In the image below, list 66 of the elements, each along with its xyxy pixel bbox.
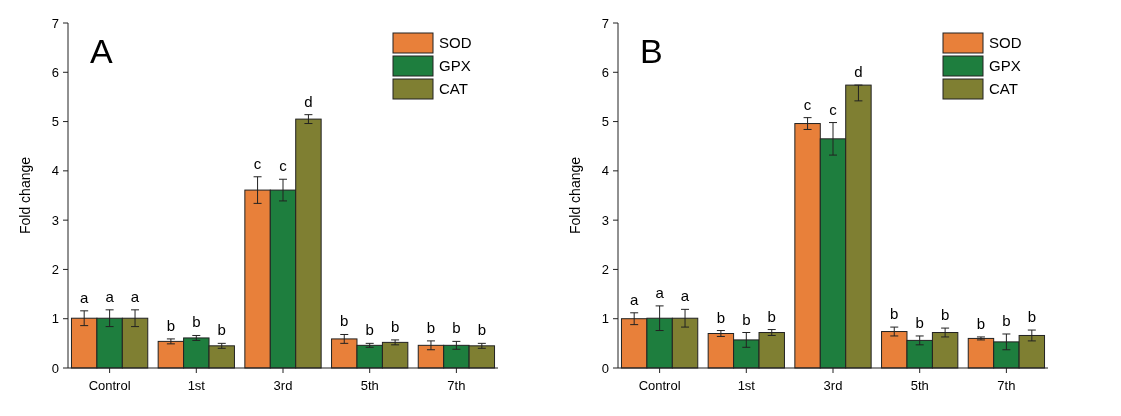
y-tick-label: 0 [601,360,609,376]
annotation: a [130,287,140,305]
annotation: a [630,290,640,308]
legend-label: GPX [439,57,471,74]
x-tick-label: 7th [997,378,1016,393]
y-axis-title: Fold change [17,156,33,235]
annotation: a [105,287,115,305]
annotation: b [192,313,201,331]
y-tick-label: 7 [51,15,59,31]
annotation: b [890,305,899,323]
annotation: b [452,319,461,337]
x-tick-label: 1st [187,378,206,393]
annotation: a [80,288,90,306]
legend-label: SOD [439,34,472,51]
annotation: c [803,95,812,113]
x-tick-label: 1st [737,378,756,393]
annotation: b [716,308,726,326]
x-tick-label: Control [88,378,131,393]
legend-label: CAT [989,80,1018,97]
x-tick-label: 7th [447,378,466,393]
annotation: b [976,314,986,332]
y-tick-label: 0 [51,360,59,376]
y-axis-title: Fold change [567,156,583,235]
x-tick-label: 5th [910,378,929,393]
annotation: a [680,287,690,305]
annotation: a [655,283,665,301]
y-tick-label: 5 [601,114,609,130]
y-tick-label: 3 [51,212,59,228]
legend-label: CAT [439,80,468,97]
annotation: b [390,317,400,335]
y-tick-label: 2 [601,261,609,277]
annotation: c [829,100,838,118]
y-tick-label: 5 [51,114,59,130]
annotation: b [340,312,349,330]
annotation: b [477,321,486,339]
annotation: b [940,306,950,324]
y-tick-label: 2 [51,261,59,277]
y-tick-label: 6 [601,64,609,80]
annotation: c [253,154,262,172]
y-tick-label: 1 [51,311,59,327]
chart-title: B [640,32,663,70]
annotation: b [1002,311,1011,329]
y-tick-label: 1 [601,311,609,327]
y-tick-label: 6 [51,64,59,80]
annotation: b [217,321,226,339]
y-tick-label: 4 [51,163,59,179]
y-tick-label: 7 [601,15,609,31]
annotation: b [1027,308,1036,326]
annotation: b [742,310,751,328]
annotation: d [304,92,313,110]
annotation: b [166,316,176,334]
annotation: b [767,307,776,325]
annotation: b [426,318,436,336]
annotation: d [854,63,863,81]
chart-title: A [90,32,113,70]
y-tick-label: 4 [601,163,609,179]
legend-label: SOD [989,34,1022,51]
x-tick-label: 5th [360,378,379,393]
annotation: c [279,157,288,175]
annotation: b [365,321,374,339]
x-tick-label: 3rd [823,378,843,393]
legend-label: GPX [989,57,1021,74]
y-tick-label: 3 [601,212,609,228]
x-tick-label: 3rd [273,378,293,393]
x-tick-label: Control [638,378,681,393]
annotation: b [915,313,924,331]
